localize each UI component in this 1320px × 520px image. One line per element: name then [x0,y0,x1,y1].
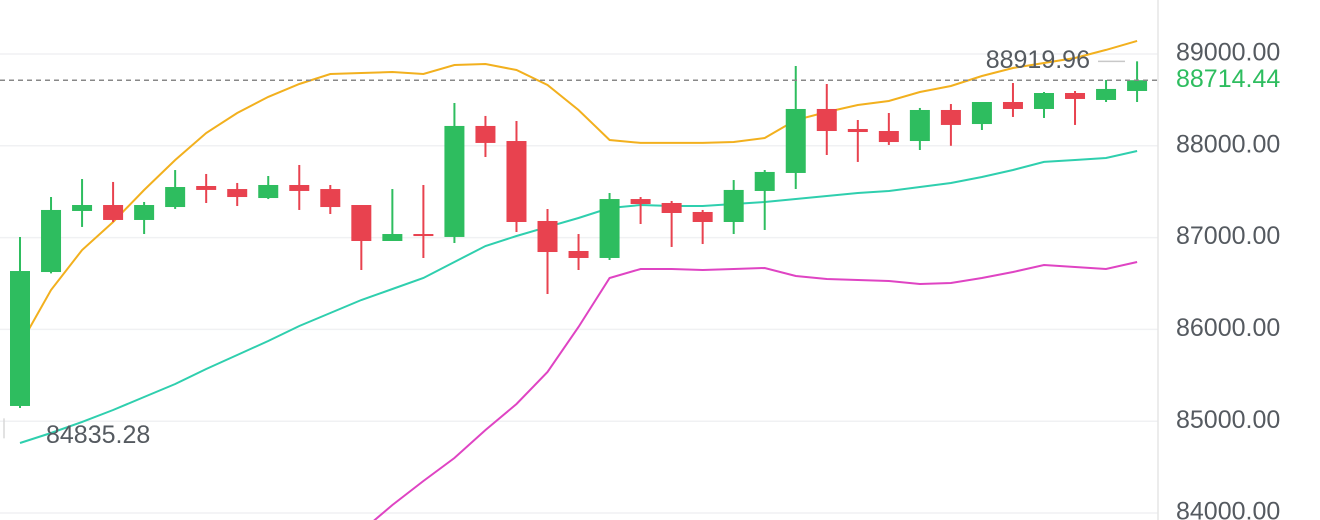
y-tick-label: 89000.00 [1176,39,1280,67]
candle-body [723,189,744,222]
last-price-box [1164,63,1314,98]
candle-body [878,131,899,143]
indicator-line [373,261,1138,520]
candle-body [227,189,248,198]
candle-body [1033,93,1054,109]
y-tick-label: 86000.00 [1176,314,1280,342]
indicator-line [19,39,1138,346]
min-label: 84835.28 [46,421,150,449]
indicator-line [19,150,1138,444]
y-tick-label: 87000.00 [1176,222,1280,250]
candle-body [847,128,868,133]
y-tick-label: 88000.00 [1176,130,1280,158]
candle-body [382,234,403,241]
candle-body [1065,93,1086,99]
candle-body [971,101,992,125]
candle-body [10,271,30,406]
candle-body [909,109,930,142]
candle-body [413,234,434,237]
candle-body [72,205,93,211]
candle-body [1127,80,1148,91]
max-label: 88919.96 [986,46,1090,74]
last-price-label: 88714.44 [1176,65,1280,93]
candle-body [568,251,589,258]
candle-body [1002,101,1023,109]
candle-body [599,199,620,258]
candle-body [320,189,341,208]
candle-body [475,125,496,143]
y-tick-label: 84000.00 [1176,498,1280,520]
y-axis: 84000.00 85000.00 86000.00 87000.00 88000.00… [1164,39,1314,520]
plot-area: 88919.96 84835.28 [0,39,1158,520]
candle-body [940,109,961,125]
candle-body [258,184,279,199]
candle-body [816,108,837,132]
candle-body [103,205,124,220]
candle-body [785,108,806,173]
candle-body [196,186,217,190]
candle-body [134,205,155,220]
candle-body [661,202,682,213]
candle-body [165,187,186,208]
y-tick-label: 85000.00 [1176,406,1280,434]
candle-body [630,199,651,204]
candle-body [289,184,310,191]
candle-body [506,141,527,222]
candle-body [537,220,558,253]
candle-body [41,209,62,273]
candle-body [754,171,775,191]
candle-body [351,205,372,241]
candle-body [692,211,713,222]
candle-body [1096,88,1117,100]
candle-body [444,125,465,237]
